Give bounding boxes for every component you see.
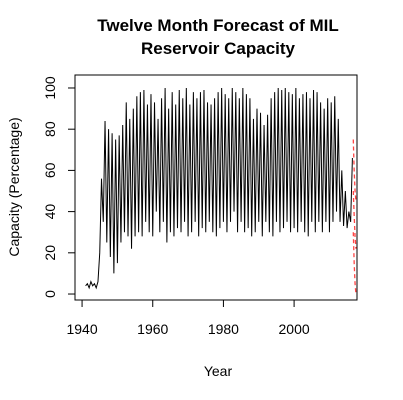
y-tick-label: 80 [42,121,58,137]
y-tick-label: 100 [42,76,58,100]
forecast-line [352,190,357,249]
y-tick-label: 20 [42,245,58,261]
y-tick-label: 0 [42,290,58,298]
x-tick-label: 1980 [208,321,239,337]
y-tick-label: 60 [42,162,58,178]
y-axis-label: Capacity (Percentage) [6,117,22,256]
x-tick-label: 1940 [66,321,97,337]
forecast-line [352,139,357,202]
x-tick-label: 1960 [137,321,168,337]
data-line [85,87,353,290]
forecast-line [352,232,357,295]
x-axis-label: Year [204,363,233,379]
x-tick-label: 2000 [279,321,310,337]
chart-title: Reservoir Capacity [141,39,296,58]
y-tick-label: 40 [42,204,58,220]
chart-title: Twelve Month Forecast of MIL [97,16,338,35]
